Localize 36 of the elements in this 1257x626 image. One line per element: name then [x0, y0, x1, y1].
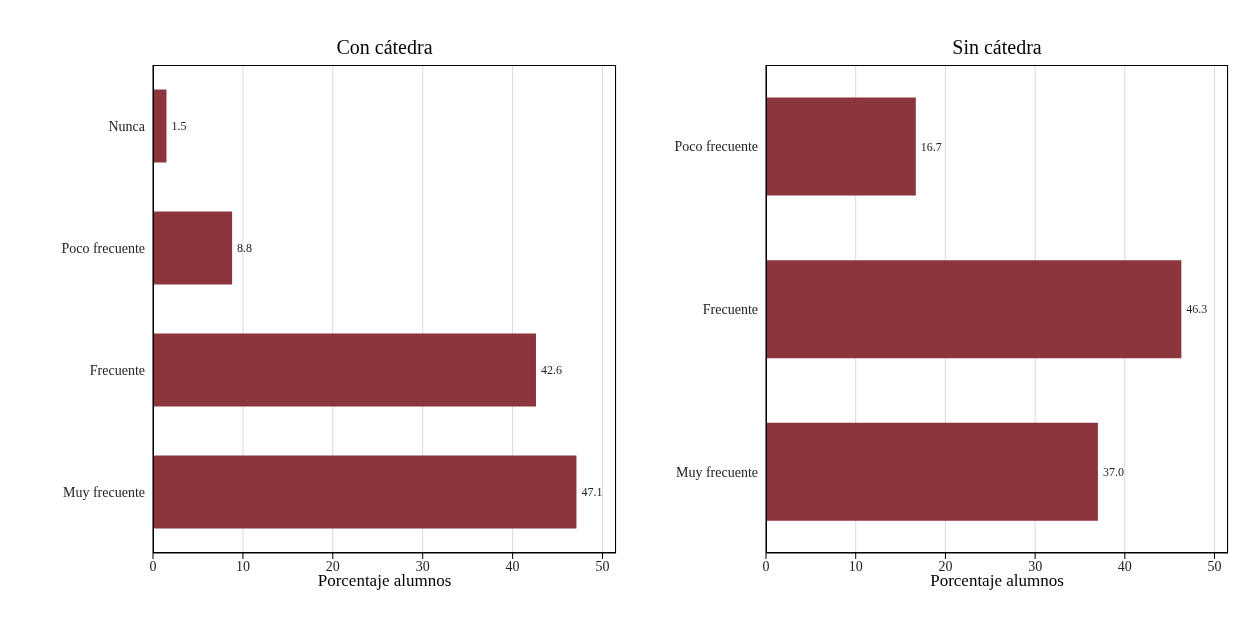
data-label: 47.1 — [581, 485, 603, 500]
y-tick-label: Frecuente — [702, 301, 758, 317]
bar — [766, 97, 916, 196]
y-tick-label: Poco frecuente — [674, 139, 758, 155]
bar — [766, 422, 1098, 521]
x-tick-label: 0 — [149, 558, 157, 574]
bar — [153, 211, 233, 285]
y-tick-label: Muy frecuente — [675, 464, 758, 480]
y-tick-label: Nunca — [108, 118, 146, 134]
bar — [153, 455, 577, 529]
x-tick-label: 40 — [1117, 558, 1132, 574]
data-label: 16.7 — [920, 139, 942, 154]
x-tick-label: 50 — [595, 558, 610, 574]
data-label: 37.0 — [1102, 465, 1124, 480]
x-tick-label: 50 — [1207, 558, 1222, 574]
x-tick-label: 40 — [505, 558, 520, 574]
x-axis-title: Porcentaje alumnos — [930, 571, 1064, 590]
x-tick-label: 10 — [848, 558, 863, 574]
y-tick-label: Poco frecuente — [61, 240, 145, 256]
chart-title: Sin cátedra — [951, 36, 1043, 58]
x-tick-label: 30 — [415, 558, 430, 574]
x-tick-label: 30 — [1028, 558, 1043, 574]
data-label: 8.8 — [237, 241, 253, 256]
x-tick-label: 20 — [938, 558, 953, 574]
data-label: 42.6 — [540, 363, 562, 378]
x-tick-label: 10 — [235, 558, 250, 574]
x-tick-label: 0 — [762, 558, 770, 574]
x-tick-label: 20 — [325, 558, 340, 574]
bar — [153, 333, 536, 407]
x-axis-title: Porcentaje alumnos — [317, 571, 452, 590]
chart-title: Con cátedra — [335, 36, 434, 58]
data-label: 46.3 — [1186, 302, 1208, 317]
y-tick-label: Muy frecuente — [62, 484, 145, 500]
bar — [766, 260, 1182, 359]
data-label: 1.5 — [171, 119, 187, 134]
y-tick-label: Frecuente — [89, 362, 145, 378]
